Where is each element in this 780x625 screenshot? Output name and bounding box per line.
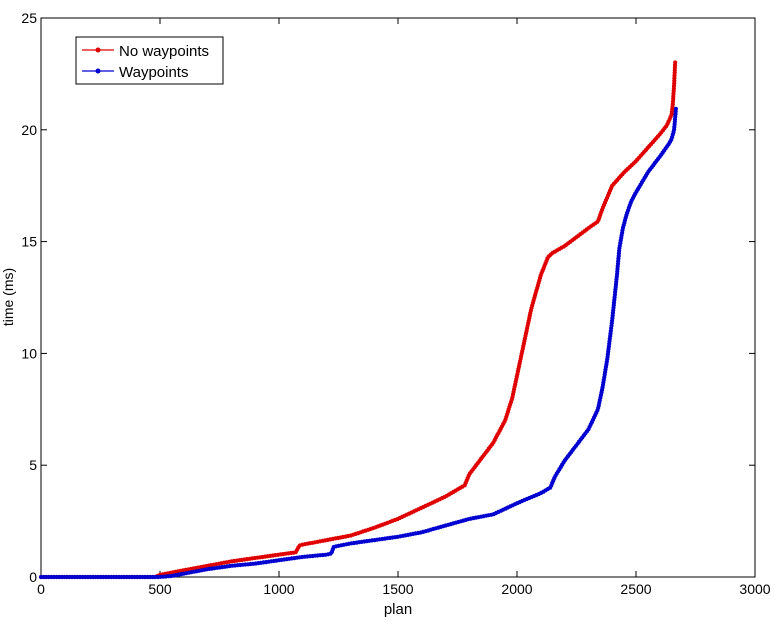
legend-marker-waypoints: [95, 68, 101, 74]
y-tick-label: 5: [29, 457, 37, 473]
data-point: [673, 106, 679, 111]
x-tick-label: 2000: [501, 581, 532, 597]
x-tick-label: 0: [37, 581, 45, 597]
y-tick-label: 15: [21, 234, 37, 250]
series-layer: [38, 60, 679, 580]
legend: No waypoints Waypoints: [75, 36, 224, 85]
x-tick-label: 2500: [620, 581, 651, 597]
x-tick-label: 1000: [263, 581, 294, 597]
x-tick-label: 1500: [382, 581, 413, 597]
legend-box: [75, 36, 224, 85]
x-axis-label: plan: [384, 601, 412, 618]
y-tick-label: 0: [29, 569, 37, 585]
x-tick-label: 3000: [739, 581, 770, 597]
x-tick-label: 500: [148, 581, 172, 597]
y-axis-label: time (ms): [0, 268, 16, 326]
axis-ticks: 0 500 1000 1500 2000 2500 3000 0 5 10 15 20 25: [21, 10, 770, 597]
legend-marker-no-waypoints: [95, 47, 101, 53]
series-waypoints: [38, 106, 679, 580]
y-tick-label: 25: [21, 10, 37, 26]
series-no-waypoints: [38, 60, 678, 580]
data-point: [673, 60, 678, 65]
legend-label-waypoints: Waypoints: [119, 64, 188, 81]
y-tick-label: 20: [21, 122, 37, 138]
y-tick-label: 10: [21, 345, 37, 361]
plot-area: [40, 17, 756, 578]
legend-label-no-waypoints: No waypoints: [119, 43, 209, 60]
